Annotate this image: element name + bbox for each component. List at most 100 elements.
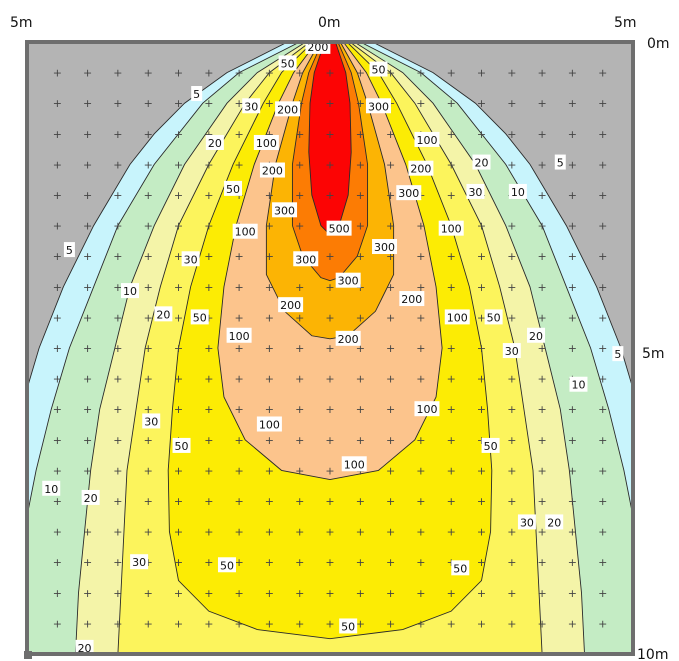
grid-marker: + [265, 220, 274, 233]
grid-marker: + [477, 556, 486, 569]
grid-marker: + [265, 311, 274, 324]
grid-marker: + [234, 311, 243, 324]
contour-label-text: 30 [132, 556, 146, 569]
grid-marker: + [295, 128, 304, 141]
contour-label: 30 [517, 514, 536, 530]
grid-marker: + [325, 526, 334, 539]
grid-marker: + [598, 342, 607, 355]
contour-label-text: 100 [229, 330, 250, 343]
grid-marker: + [204, 311, 213, 324]
grid-marker: + [356, 526, 365, 539]
grid-marker: + [265, 556, 274, 569]
grid-marker: + [204, 97, 213, 110]
grid-marker: + [83, 158, 92, 171]
contour-label: 200 [408, 160, 434, 176]
grid-marker: + [568, 434, 577, 447]
contour-label-background [502, 343, 521, 359]
contour-label-background [190, 309, 209, 325]
contour-label-background [508, 183, 527, 199]
contour-label-background [253, 134, 279, 150]
grid-marker: + [477, 281, 486, 294]
grid-marker: + [537, 617, 546, 630]
contour-label-text: 500 [329, 223, 350, 236]
grid-marker: + [174, 311, 183, 324]
contour-label-background [554, 154, 566, 170]
grid-marker: + [537, 342, 546, 355]
axis-label-top-center: 0m [318, 15, 341, 31]
contour-label-text: 20 [84, 492, 98, 505]
grid-marker: + [356, 587, 365, 600]
grid-marker: + [416, 495, 425, 508]
contour-label-text: 20 [78, 642, 92, 655]
contour-label-text: 100 [259, 419, 280, 432]
grid-marker: + [416, 342, 425, 355]
grid-marker: + [83, 373, 92, 386]
grid-marker: + [507, 556, 516, 569]
grid-marker: + [416, 434, 425, 447]
grid-marker: + [113, 403, 122, 416]
grid-marker: + [477, 67, 486, 80]
grid-marker: + [568, 495, 577, 508]
grid-marker: + [447, 617, 456, 630]
grid-marker: + [83, 342, 92, 355]
grid-marker: + [113, 189, 122, 202]
contour-label-background [444, 309, 470, 325]
grid-marker: + [598, 587, 607, 600]
contour-label-text: 10 [44, 483, 58, 496]
grid-marker: + [295, 403, 304, 416]
grid-marker: + [113, 587, 122, 600]
grid-marker: + [144, 403, 153, 416]
grid-marker: + [507, 403, 516, 416]
contour-label-background [527, 327, 546, 343]
grid-marker: + [537, 250, 546, 263]
grid-marker: + [174, 403, 183, 416]
contour-label: 300 [293, 251, 319, 267]
grid-marker: + [83, 220, 92, 233]
grid-marker: + [265, 342, 274, 355]
grid-marker: + [537, 67, 546, 80]
grid-marker: + [598, 189, 607, 202]
grid-marker: + [113, 128, 122, 141]
grid-marker: + [83, 250, 92, 263]
contour-label-background [81, 489, 100, 505]
grid-marker: + [53, 373, 62, 386]
contour-label-background [226, 327, 252, 343]
grid-marker: + [265, 128, 274, 141]
grid-marker: + [507, 617, 516, 630]
grid-marker: + [144, 220, 153, 233]
grid-marker: + [507, 495, 516, 508]
grid-marker: + [325, 67, 334, 80]
contour-label: 100 [341, 456, 367, 472]
grid-marker: + [144, 189, 153, 202]
grid-marker: + [265, 464, 274, 477]
grid-marker: + [113, 220, 122, 233]
grid-marker: + [507, 526, 516, 539]
grid-marker: + [356, 495, 365, 508]
contour-label-background [232, 223, 258, 239]
contour-label: 300 [365, 98, 391, 114]
grid-marker: + [416, 250, 425, 263]
contour-label: 50 [278, 55, 297, 71]
contour-label-background [224, 180, 243, 196]
grid-marker: + [83, 434, 92, 447]
grid-marker: + [598, 617, 607, 630]
contour-label-background [414, 401, 440, 417]
grid-marker: + [537, 97, 546, 110]
contour-label: 10 [42, 480, 61, 496]
grid-marker: + [265, 526, 274, 539]
grid-marker: + [144, 158, 153, 171]
contour-label: 30 [142, 413, 161, 429]
grid-marker: + [507, 311, 516, 324]
grid-marker: + [113, 556, 122, 569]
grid-marker: + [507, 128, 516, 141]
grid-marker: + [204, 464, 213, 477]
grid-marker: + [113, 67, 122, 80]
contour-label: 10 [121, 283, 140, 299]
grid-marker: + [537, 220, 546, 233]
axis-label-right-bottom: 10m [637, 647, 668, 661]
grid-marker: + [386, 342, 395, 355]
grid-marker: + [144, 587, 153, 600]
contour-label: 30 [502, 343, 521, 359]
contour-label-text: 10 [571, 379, 585, 392]
contour-label-background [130, 554, 149, 570]
